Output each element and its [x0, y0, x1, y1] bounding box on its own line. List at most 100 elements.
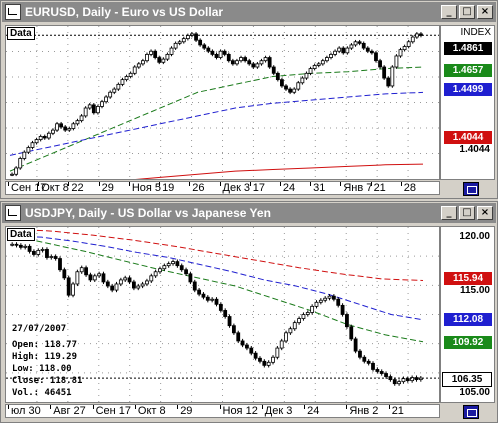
- usdjpy-candle: [158, 268, 162, 273]
- ohlc-high: High: 119.29: [12, 352, 78, 362]
- eurusd-candle: [46, 132, 51, 139]
- usdjpy-candle: [379, 371, 384, 374]
- usdjpy-candle: [36, 250, 41, 255]
- eurusd-x-tick-label: 28: [403, 182, 417, 194]
- usdjpy-last-price-tag: 106.35: [442, 372, 492, 387]
- usdjpy-plot-area[interactable]: Data 27/07/2007 Open: 118.77 High: 119.2…: [5, 226, 440, 403]
- minimize-button[interactable]: _: [441, 5, 457, 19]
- usdjpy-scroll-end-button[interactable]: [463, 405, 479, 419]
- eurusd-candle: [63, 126, 68, 131]
- restore-button[interactable]: □: [459, 5, 475, 19]
- eurusd-x-tick-mark: [8, 182, 9, 186]
- eurusd-x-tick-mark: [249, 182, 251, 186]
- eurusd-candle: [271, 66, 276, 74]
- usdjpy-candle: [366, 360, 371, 364]
- usdjpy-candle: [145, 280, 149, 285]
- eurusd-x-tick-label: 29: [101, 182, 114, 194]
- eurusd-plot-area[interactable]: Data: [5, 25, 440, 180]
- eurusd-x-tick-mark: [98, 182, 100, 186]
- eurusd-scroll-end-button[interactable]: [463, 182, 479, 196]
- eurusd-x-tick-mark: [219, 182, 221, 186]
- eurusd-candle: [22, 151, 27, 159]
- eurusd-candle: [325, 57, 329, 62]
- eurusd-candle: [153, 50, 158, 58]
- usdjpy-window: USDJPY, Daily - US Dollar vs Japanese Ye…: [0, 201, 498, 423]
- usdjpy-candle: [301, 314, 306, 319]
- eurusd-candle: [398, 49, 403, 57]
- eurusd-candle: [369, 50, 374, 54]
- eurusd-candle: [87, 104, 92, 109]
- eurusd-candle: [67, 128, 72, 131]
- usdjpy-candle: [175, 261, 180, 267]
- eurusd-candle: [337, 47, 342, 52]
- eurusd-candle: [112, 88, 117, 93]
- usdjpy-candle: [127, 277, 132, 283]
- usdjpy-candle: [18, 244, 23, 248]
- eurusd-candle: [222, 50, 227, 55]
- usdjpy-candle: [40, 248, 45, 251]
- usdjpy-candle: [375, 369, 380, 372]
- usdjpy-candle: [184, 269, 188, 275]
- usdjpy-x-tick-mark: [346, 405, 348, 409]
- eurusd-x-tick-label: 19: [162, 182, 175, 194]
- eurusd-candle: [14, 167, 19, 175]
- eurusd-titlebar[interactable]: EURUSD, Daily - Euro vs US Dollar _ □ ×: [2, 2, 496, 22]
- usdjpy-candle: [149, 275, 154, 282]
- eurusd-candle: [406, 41, 411, 47]
- eurusd-candle: [267, 57, 272, 68]
- eurusd-candle: [410, 36, 415, 43]
- usdjpy-candle: [245, 344, 249, 349]
- usdjpy-titlebar[interactable]: USDJPY, Daily - US Dollar vs Japanese Ye…: [2, 203, 496, 223]
- eurusd-x-tick-label: 21: [373, 182, 386, 194]
- usdjpy-x-tick-label: 24: [307, 405, 320, 417]
- eurusd-window-title: EURUSD, Daily - Euro vs US Dollar: [25, 5, 224, 19]
- eurusd-data-label: Data: [7, 27, 35, 40]
- eurusd-candle: [296, 82, 301, 90]
- eurusd-candle: [259, 60, 264, 65]
- close-button[interactable]: ×: [477, 206, 493, 220]
- usdjpy-ma-line: [9, 234, 424, 343]
- usdjpy-ma-line: [9, 235, 424, 321]
- usdjpy-axis-label-105: 105.00: [459, 387, 490, 398]
- usdjpy-candle: [84, 267, 88, 276]
- usdjpy-candle: [410, 377, 415, 382]
- usdjpy-candle: [271, 356, 275, 363]
- usdjpy-x-tick-label: Сен 17: [95, 405, 132, 417]
- usdjpy-candle: [358, 350, 362, 358]
- usdjpy-candle: [210, 298, 215, 301]
- usdjpy-price-axis[interactable]: 120.00 115.94 115.00 112.08 109.92 106.3…: [440, 226, 495, 403]
- close-button[interactable]: ×: [477, 5, 493, 19]
- usdjpy-candle: [405, 378, 410, 382]
- eurusd-index-label: INDEX: [458, 27, 493, 38]
- usdjpy-candle: [79, 267, 84, 273]
- usdjpy-candle: [188, 273, 193, 283]
- eurusd-candle: [177, 41, 182, 44]
- usdjpy-candle: [49, 256, 54, 258]
- usdjpy-x-tick-label: Ноя 12: [222, 405, 258, 417]
- usdjpy-candle: [58, 258, 62, 271]
- minimize-button[interactable]: _: [441, 206, 457, 220]
- usdjpy-candle: [140, 283, 145, 287]
- usdjpy-candle: [323, 297, 328, 301]
- eurusd-candle: [320, 60, 325, 65]
- usdjpy-candle: [218, 303, 223, 311]
- eurusd-candle: [341, 47, 346, 54]
- usdjpy-candle: [314, 301, 319, 307]
- eurusd-candle: [374, 52, 378, 62]
- eurusd-chart: [6, 26, 439, 179]
- usdjpy-candle: [331, 295, 336, 300]
- usdjpy-candle: [231, 325, 236, 334]
- eurusd-candle: [100, 101, 104, 107]
- restore-button[interactable]: □: [459, 206, 475, 220]
- eurusd-x-tick-label: 17: [252, 182, 265, 194]
- usdjpy-candle: [249, 347, 254, 354]
- usdjpy-data-label: Data: [7, 228, 35, 241]
- eurusd-candle: [365, 47, 370, 52]
- usdjpy-candle: [384, 373, 388, 377]
- eurusd-price-axis[interactable]: INDEX 1.4861 1.4657 1.4499 1.4044 1.4044: [440, 25, 495, 180]
- eurusd-candle: [386, 77, 391, 87]
- eurusd-candle: [230, 60, 235, 65]
- usdjpy-candle: [223, 310, 228, 317]
- eurusd-candle: [206, 47, 211, 52]
- usdjpy-candle: [45, 248, 49, 258]
